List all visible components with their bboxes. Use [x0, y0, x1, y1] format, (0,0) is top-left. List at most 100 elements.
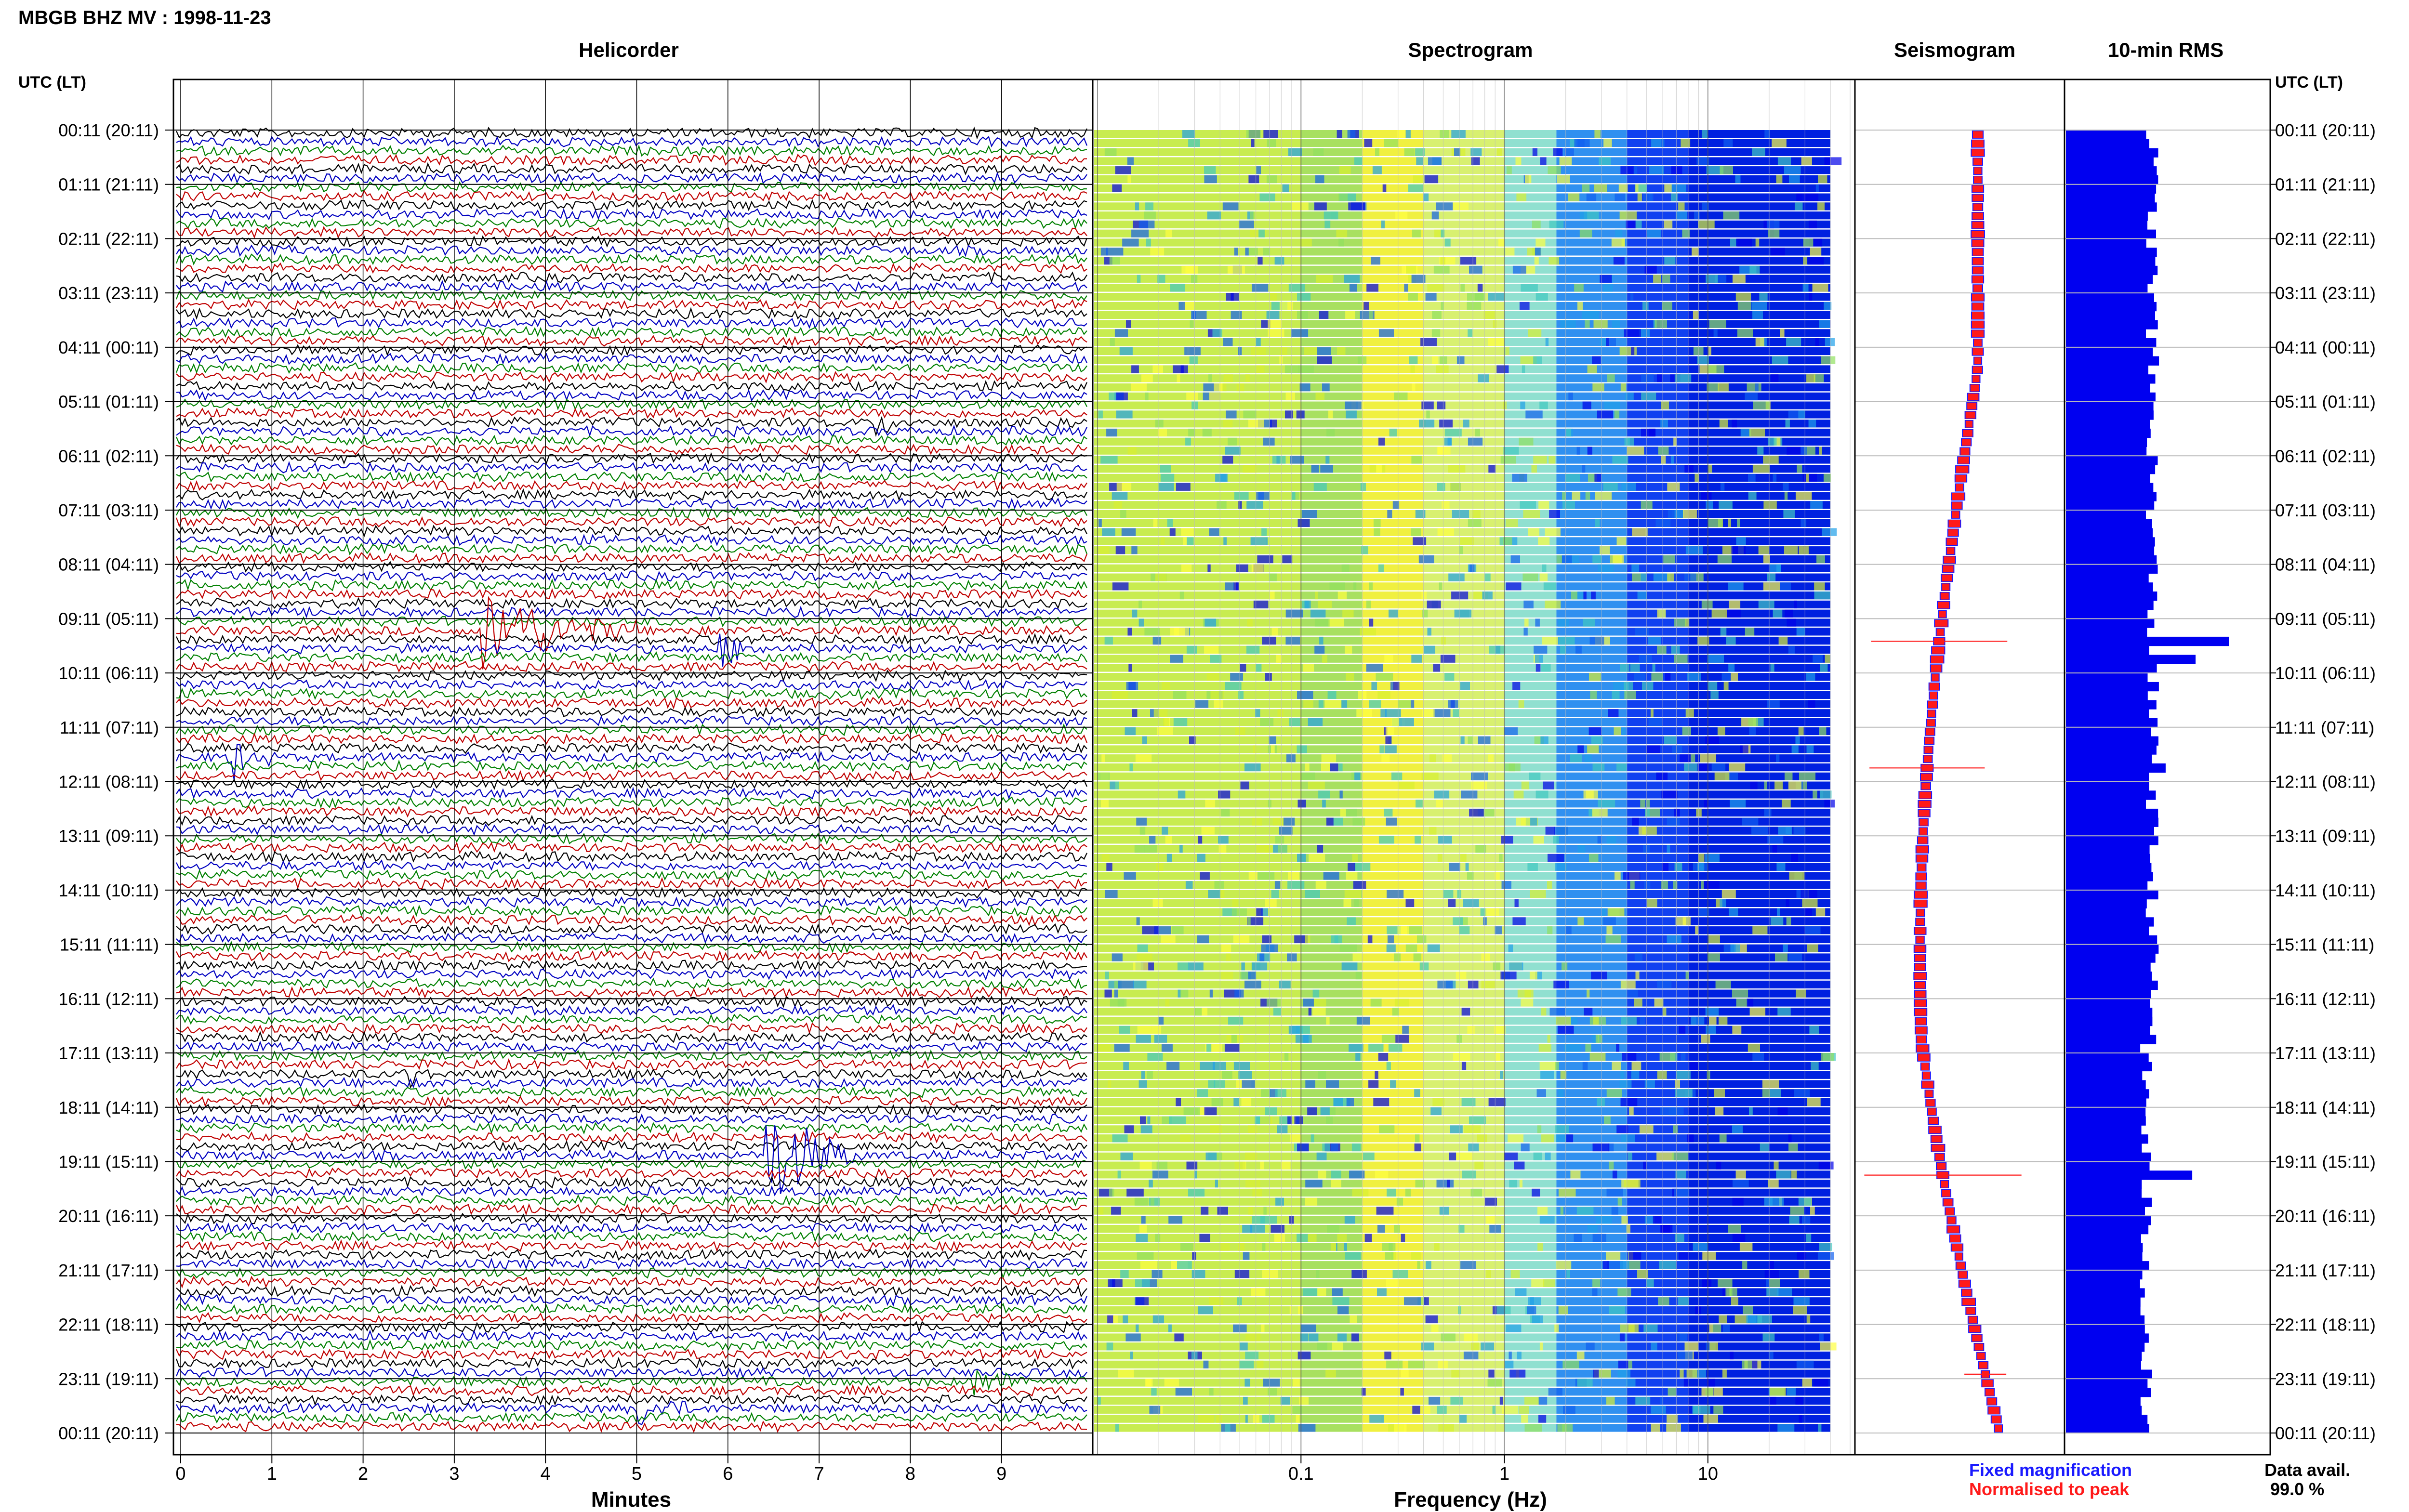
spectrogram-cell [1627, 238, 1688, 247]
spectrogram-speckle [1424, 175, 1439, 184]
spectrogram-speckle [1265, 1107, 1277, 1116]
spectrogram-cell [1423, 157, 1505, 165]
spectrogram-speckle [1755, 383, 1759, 392]
spectrogram-speckle [1640, 800, 1646, 808]
spectrogram-cell [1423, 1125, 1505, 1133]
spectrogram-speckle [1382, 184, 1387, 192]
spectrogram-speckle [1415, 510, 1421, 518]
spectrogram-speckle [1505, 519, 1518, 527]
spectrogram-speckle [1555, 1125, 1569, 1133]
spectrogram-speckle [1144, 211, 1156, 220]
spectrogram-cell [1094, 1143, 1301, 1152]
spectrogram-speckle [1341, 700, 1348, 708]
spectrogram-speckle [1246, 130, 1261, 138]
spectrogram-cell [1556, 329, 1627, 337]
helicorder-trace [176, 1113, 1087, 1125]
spectrogram-cell [1423, 374, 1505, 382]
spectrogram-cell [1627, 1134, 1688, 1143]
spectrogram-speckle [1250, 211, 1255, 220]
spectrogram-speckle [1730, 238, 1736, 247]
spectrogram-speckle [1320, 465, 1333, 473]
spectrogram-speckle [1290, 456, 1304, 464]
spectrogram-speckle [1346, 673, 1354, 681]
spectrogram-cell [1301, 1424, 1363, 1432]
spectrogram-speckle [1127, 447, 1137, 455]
spectrogram-row [1094, 1306, 1831, 1315]
time-label-left: 00:11 (20:11) [58, 1423, 159, 1443]
spectrogram-speckle [1369, 1415, 1384, 1423]
spectrogram-speckle [1248, 1207, 1253, 1215]
rms-bar [2066, 1424, 2149, 1433]
spectrogram-cell [1504, 1360, 1557, 1368]
spectrogram-speckle [1364, 1234, 1372, 1242]
spectrogram-speckle [1824, 302, 1832, 310]
spectrogram-speckle [1137, 275, 1141, 283]
spectrogram-speckle [1410, 700, 1415, 708]
spectrogram-row [1094, 428, 1831, 437]
spectrogram-cell [1423, 863, 1505, 871]
spectrogram-speckle [1672, 745, 1682, 753]
spectrogram-speckle [1749, 428, 1765, 437]
spectrogram-speckle [1620, 664, 1629, 672]
spectrogram-cell [1094, 745, 1301, 753]
spectrogram-cell [1627, 1279, 1688, 1287]
helicorder-trace [176, 1125, 1087, 1194]
spectrogram-speckle [1188, 962, 1204, 971]
spectrogram-speckle [1730, 944, 1740, 952]
spectrogram-cell [1688, 202, 1831, 210]
spectrogram-row [1094, 1424, 1831, 1432]
spectrogram-speckle [1769, 1261, 1774, 1269]
spectrogram-speckle [1202, 428, 1212, 437]
spectrogram-cell [1094, 636, 1301, 645]
rms-bar [2066, 139, 2149, 149]
spectrogram-speckle [1115, 546, 1125, 554]
spectrogram-cell [1504, 465, 1557, 473]
spectrogram-speckle [1212, 1062, 1226, 1070]
spectrogram-speckle [1344, 1216, 1355, 1224]
spectrogram-cell [1301, 248, 1363, 256]
spectrogram-speckle [1461, 1098, 1476, 1106]
helicorder-x-tick-label: 6 [723, 1464, 733, 1484]
rms-bar [2066, 220, 2147, 230]
spectrogram-speckle [1188, 1188, 1205, 1197]
spectrogram-speckle [1716, 1161, 1721, 1170]
spectrogram-speckle [1125, 727, 1136, 736]
spectrogram-cell [1094, 374, 1301, 382]
spectrogram-cell [1627, 148, 1688, 156]
spectrogram-speckle [1483, 311, 1496, 319]
spectrogram-speckle [1469, 564, 1475, 572]
spectrogram-speckle [1512, 917, 1526, 925]
spectrogram-speckle [1262, 1243, 1266, 1251]
spectrogram-speckle [1516, 817, 1526, 826]
time-label-left: 12:11 (08:11) [58, 772, 159, 792]
spectrogram-speckle [1178, 790, 1186, 799]
spectrogram-speckle [1655, 519, 1671, 527]
spectrogram-row [1094, 284, 1831, 292]
helicorder-trace [176, 995, 1087, 1008]
spectrogram-speckle [1277, 709, 1284, 717]
spectrogram-cell [1556, 1396, 1627, 1405]
spectrogram-speckle [1576, 447, 1580, 455]
spectrogram-speckle [1115, 1424, 1119, 1432]
spectrogram-speckle [1460, 854, 1467, 862]
spectrogram-cell [1362, 447, 1424, 455]
spectrogram-cell [1423, 302, 1505, 310]
spectrogram-speckle [1574, 1234, 1582, 1242]
spectrogram-speckle [1337, 1306, 1349, 1315]
spectrogram-speckle [1101, 854, 1110, 862]
spectrogram-speckle [1423, 1406, 1430, 1414]
spectrogram-speckle [1300, 1324, 1316, 1332]
spectrogram-cell [1362, 338, 1424, 346]
spectrogram-cell [1362, 1026, 1424, 1034]
spectrogram-speckle [1496, 365, 1509, 373]
spectrogram-speckle [1558, 1089, 1564, 1097]
spectrogram-cell [1094, 628, 1301, 636]
spectrogram-speckle [1515, 157, 1522, 165]
spectrogram-speckle [1231, 293, 1239, 301]
spectrogram-cell [1301, 483, 1363, 491]
spectrogram-cell [1362, 410, 1424, 419]
rms-bar [2066, 275, 2153, 284]
spectrogram-speckle [1549, 1008, 1565, 1016]
spectrogram-speckle [1234, 1270, 1250, 1278]
spectrogram-speckle [1234, 1161, 1246, 1170]
